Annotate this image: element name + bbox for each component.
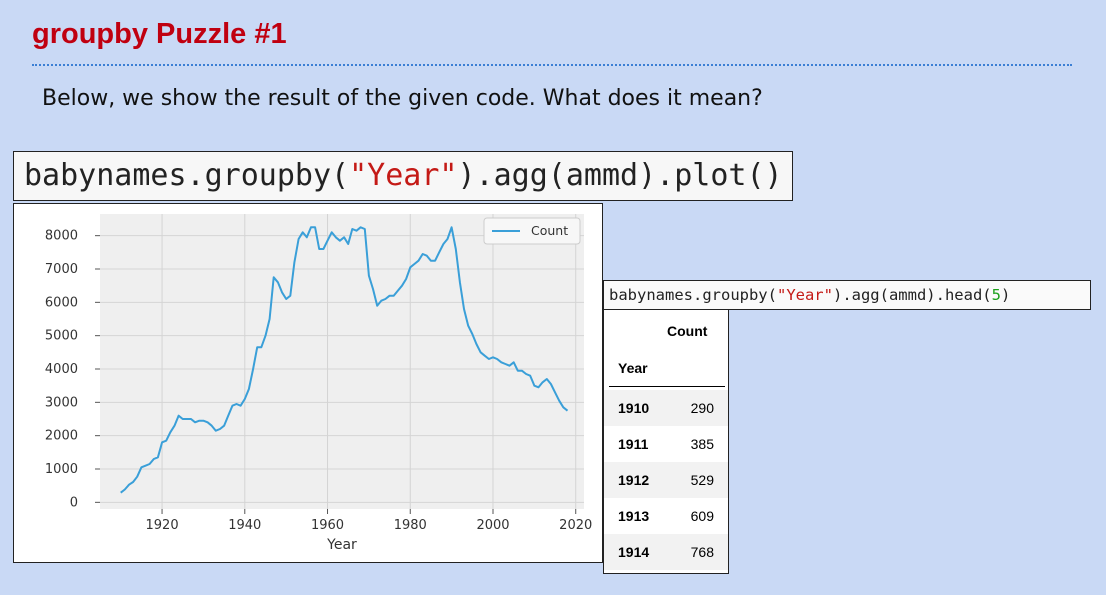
table-row: 1912 529 — [604, 462, 728, 498]
slide-subtitle: Below, we show the result of the given c… — [42, 86, 763, 111]
row-year: 1911 — [618, 436, 649, 452]
row-count: 385 — [690, 436, 714, 452]
x-tick-label: 1940 — [228, 518, 261, 533]
x-tick-label: 1980 — [394, 518, 427, 533]
table-row: 1913 609 — [604, 498, 728, 534]
x-tick-label: 2020 — [559, 518, 592, 533]
title-divider — [32, 64, 1072, 66]
y-tick-label: 6000 — [45, 295, 78, 310]
x-axis-label: Year — [326, 537, 357, 553]
table-row: 1914 768 — [604, 534, 728, 570]
row-year: 1914 — [618, 544, 650, 560]
series-line-count — [120, 226, 569, 494]
slide-title: groupby Puzzle #1 — [32, 18, 287, 50]
code-string: "Year" — [776, 286, 833, 304]
code-text: babynames.groupby( — [24, 158, 350, 193]
y-tick-label: 3000 — [45, 395, 78, 410]
code-text: babynames.groupby( — [609, 286, 777, 304]
row-year: 1913 — [618, 508, 650, 524]
plot-area — [100, 214, 584, 509]
plot-code-cell: babynames.groupby("Year").agg(ammd).plot… — [13, 151, 793, 201]
x-tick-label: 1960 — [311, 518, 344, 533]
row-year: 1910 — [618, 400, 650, 416]
row-count: 290 — [690, 400, 714, 416]
y-tick-label: 2000 — [45, 429, 78, 444]
code-number: 5 — [991, 286, 1001, 304]
chart-svg: 1920 1940 1960 1980 2000 2020 0 1000 2000 3000 400… — [45, 214, 592, 553]
y-tick-label: 0 — [70, 495, 78, 510]
legend-box — [483, 217, 581, 245]
head-code-cell: babynames.groupby("Year").agg(ammd).head… — [603, 280, 1091, 310]
legend-label: Count — [531, 223, 568, 238]
code-text: ) — [1000, 286, 1011, 304]
code-text: ).agg(ammd).head( — [832, 286, 992, 304]
table-row: 1911 385 — [604, 426, 728, 462]
row-count: 529 — [690, 472, 714, 488]
row-count: 768 — [690, 544, 714, 560]
column-header-count: Count — [667, 323, 708, 339]
y-tick-label: 4000 — [45, 362, 78, 377]
y-tick-label: 1000 — [45, 462, 78, 477]
y-tick-label: 8000 — [45, 229, 78, 244]
row-year: 1912 — [618, 472, 650, 488]
y-tick-label: 5000 — [45, 329, 78, 344]
code-text: ).agg(ammd).plot() — [457, 158, 783, 193]
x-tick-label: 1920 — [146, 518, 179, 533]
code-string: "Year" — [349, 158, 458, 193]
line-chart: 1920 1940 1960 1980 2000 2020 0 1000 2000 3000 400… — [13, 203, 603, 563]
table-row: 1910 290 — [604, 390, 728, 426]
y-tick-label: 7000 — [45, 262, 78, 277]
row-count: 609 — [690, 508, 714, 524]
header-rule — [609, 386, 725, 387]
index-header-year: Year — [618, 360, 648, 376]
x-tick-label: 2000 — [476, 518, 509, 533]
result-table: Count Year 1910 290 1911 385 1912 529 19… — [603, 310, 729, 574]
